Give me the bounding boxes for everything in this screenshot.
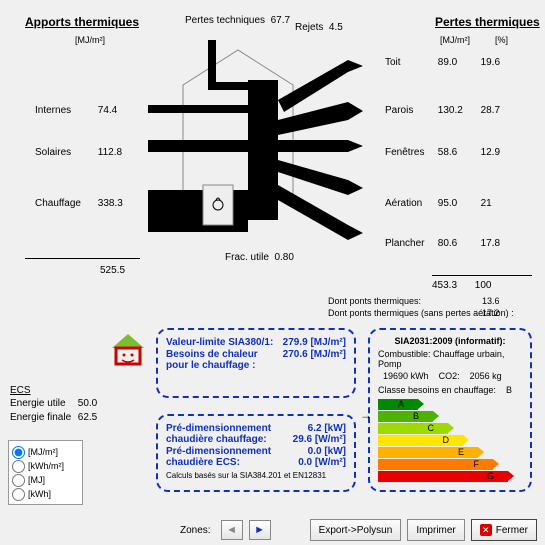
co2-value: 2056 kg <box>470 371 502 381</box>
rating-arrow-icon: → <box>360 410 372 421</box>
perte-fenetres: Fenêtres 58.6 12.9 <box>385 147 511 158</box>
pertes-total: 453.3 100 <box>432 280 505 291</box>
pertes-techniques: Pertes techniques 67.7 <box>185 15 290 26</box>
rating-bar-a: A <box>378 399 418 410</box>
classe-label: Classe besoins en chauffage: <box>378 385 496 395</box>
zone-prev-button[interactable]: ◄ <box>221 520 243 540</box>
perte-aeration: Aération 95.0 21 <box>385 198 511 209</box>
dont-ponts-sans-aer-value: 17.2 <box>482 308 500 318</box>
apports-total: 525.5 <box>100 265 125 276</box>
pertes-techniques-value: 67.7 <box>271 15 290 26</box>
predim-ecs-kw: 0.0 [kW] <box>298 446 346 457</box>
ecs-title: ECS <box>10 385 31 396</box>
predim-chauff-label: Pré-dimensionnement chaudière chauffage: <box>166 423 281 445</box>
rejets-value: 4.5 <box>329 22 343 33</box>
classe-value: B <box>506 385 512 395</box>
info-box-sia2031: SIA2031:2009 (informatif): Combustible: … <box>368 328 532 492</box>
ecs-utile: Energie utile 50.0 <box>10 398 108 409</box>
perte-parois: Parois 130.2 28.7 <box>385 105 511 116</box>
close-icon: ✕ <box>480 524 492 536</box>
pertes-divider <box>432 275 532 276</box>
zones-label: Zones: <box>180 525 211 536</box>
apport-solaires: Solaires 112.8 <box>35 147 133 158</box>
frac-utile: Frac. utile 0.80 <box>225 252 294 263</box>
kwh-value: 19690 <box>383 371 408 381</box>
chevron-right-icon: ► <box>254 524 265 536</box>
combustible-label: Combustible: <box>378 349 431 359</box>
dont-ponts: Dont ponts thermiques: <box>328 296 421 306</box>
predim-ecs-label: Pré-dimensionnement chaudière ECS: <box>166 446 281 468</box>
info-box-sia380: Valeur-limite SIA380/1: 279.9 [MJ/m²] Be… <box>156 328 356 398</box>
rating-bar-g: G <box>378 471 508 482</box>
perte-plancher: Plancher 80.6 17.8 <box>385 238 511 249</box>
rating-bar-c: C <box>378 423 448 434</box>
pertes-techniques-label: Pertes techniques <box>185 15 265 26</box>
apports-header: Apports thermiques <box>25 15 139 29</box>
rejets-label: Rejets <box>295 22 323 33</box>
rating-bar-b: B→ <box>378 411 433 422</box>
besoins-value: 270.6 [MJ/m²] <box>283 349 346 360</box>
apports-unit: [MJ/m²] <box>75 35 105 45</box>
unit-radio-group: [MJ/m²] [kWh/m²] [MJ] [kWh] <box>8 440 83 505</box>
rating-bar-d: D <box>378 435 463 446</box>
radio-mj[interactable]: [MJ] <box>12 474 79 487</box>
close-button[interactable]: ✕ Fermer <box>471 519 537 541</box>
rejets: Rejets 4.5 <box>295 22 343 33</box>
dont-ponts-value: 13.6 <box>482 296 500 306</box>
radio-mjm2[interactable]: [MJ/m²] <box>12 446 79 459</box>
predim-chauff-wm2: 29.6 [W/m²] <box>293 434 346 445</box>
radio-kwhm2[interactable]: [kWh/m²] <box>12 460 79 473</box>
valeur-limite-label: Valeur-limite SIA380/1: <box>166 337 273 348</box>
besoins-label: Besoins de chaleur pour le chauffage : <box>166 349 276 371</box>
print-button[interactable]: Imprimer <box>407 519 464 541</box>
predim-chauff-kw: 6.2 [kW] <box>293 423 346 434</box>
pertes-unit-pct: [%] <box>495 35 508 45</box>
chevron-left-icon: ◄ <box>226 524 237 536</box>
perte-toit: Toit 89.0 19.6 <box>385 57 511 68</box>
sankey-diagram <box>148 40 373 245</box>
sia2031-title: SIA2031:2009 (informatif): <box>378 336 522 346</box>
pertes-unit-mj: [MJ/m²] <box>440 35 470 45</box>
pertes-header: Pertes thermiques <box>435 15 540 29</box>
rating-bar-f: F <box>378 459 493 470</box>
eco-house-icon <box>108 330 148 370</box>
bottom-bar: Zones: ◄ ► Export->Polysun Imprimer ✕ Fe… <box>0 519 545 541</box>
valeur-limite-value: 279.9 [MJ/m²] <box>283 337 346 348</box>
radio-kwh[interactable]: [kWh] <box>12 488 79 501</box>
predim-note: Calculs basés sur la SIA384.201 et EN128… <box>166 471 346 480</box>
predim-ecs-wm2: 0.0 [W/m²] <box>298 457 346 468</box>
rating-bar-e: E <box>378 447 478 458</box>
apport-chauffage: Chauffage 338.3 <box>35 198 133 209</box>
energy-rating: AB→CDEFG <box>378 399 522 482</box>
apports-divider <box>25 258 140 259</box>
apport-internes: Internes 74.4 <box>35 105 133 116</box>
export-button[interactable]: Export->Polysun <box>310 519 402 541</box>
info-box-predim: Pré-dimensionnement chaudière chauffage:… <box>156 414 356 492</box>
zone-next-button[interactable]: ► <box>249 520 271 540</box>
co2-label: CO2: <box>439 371 460 381</box>
ecs-finale: Energie finale 62.5 <box>10 412 108 423</box>
